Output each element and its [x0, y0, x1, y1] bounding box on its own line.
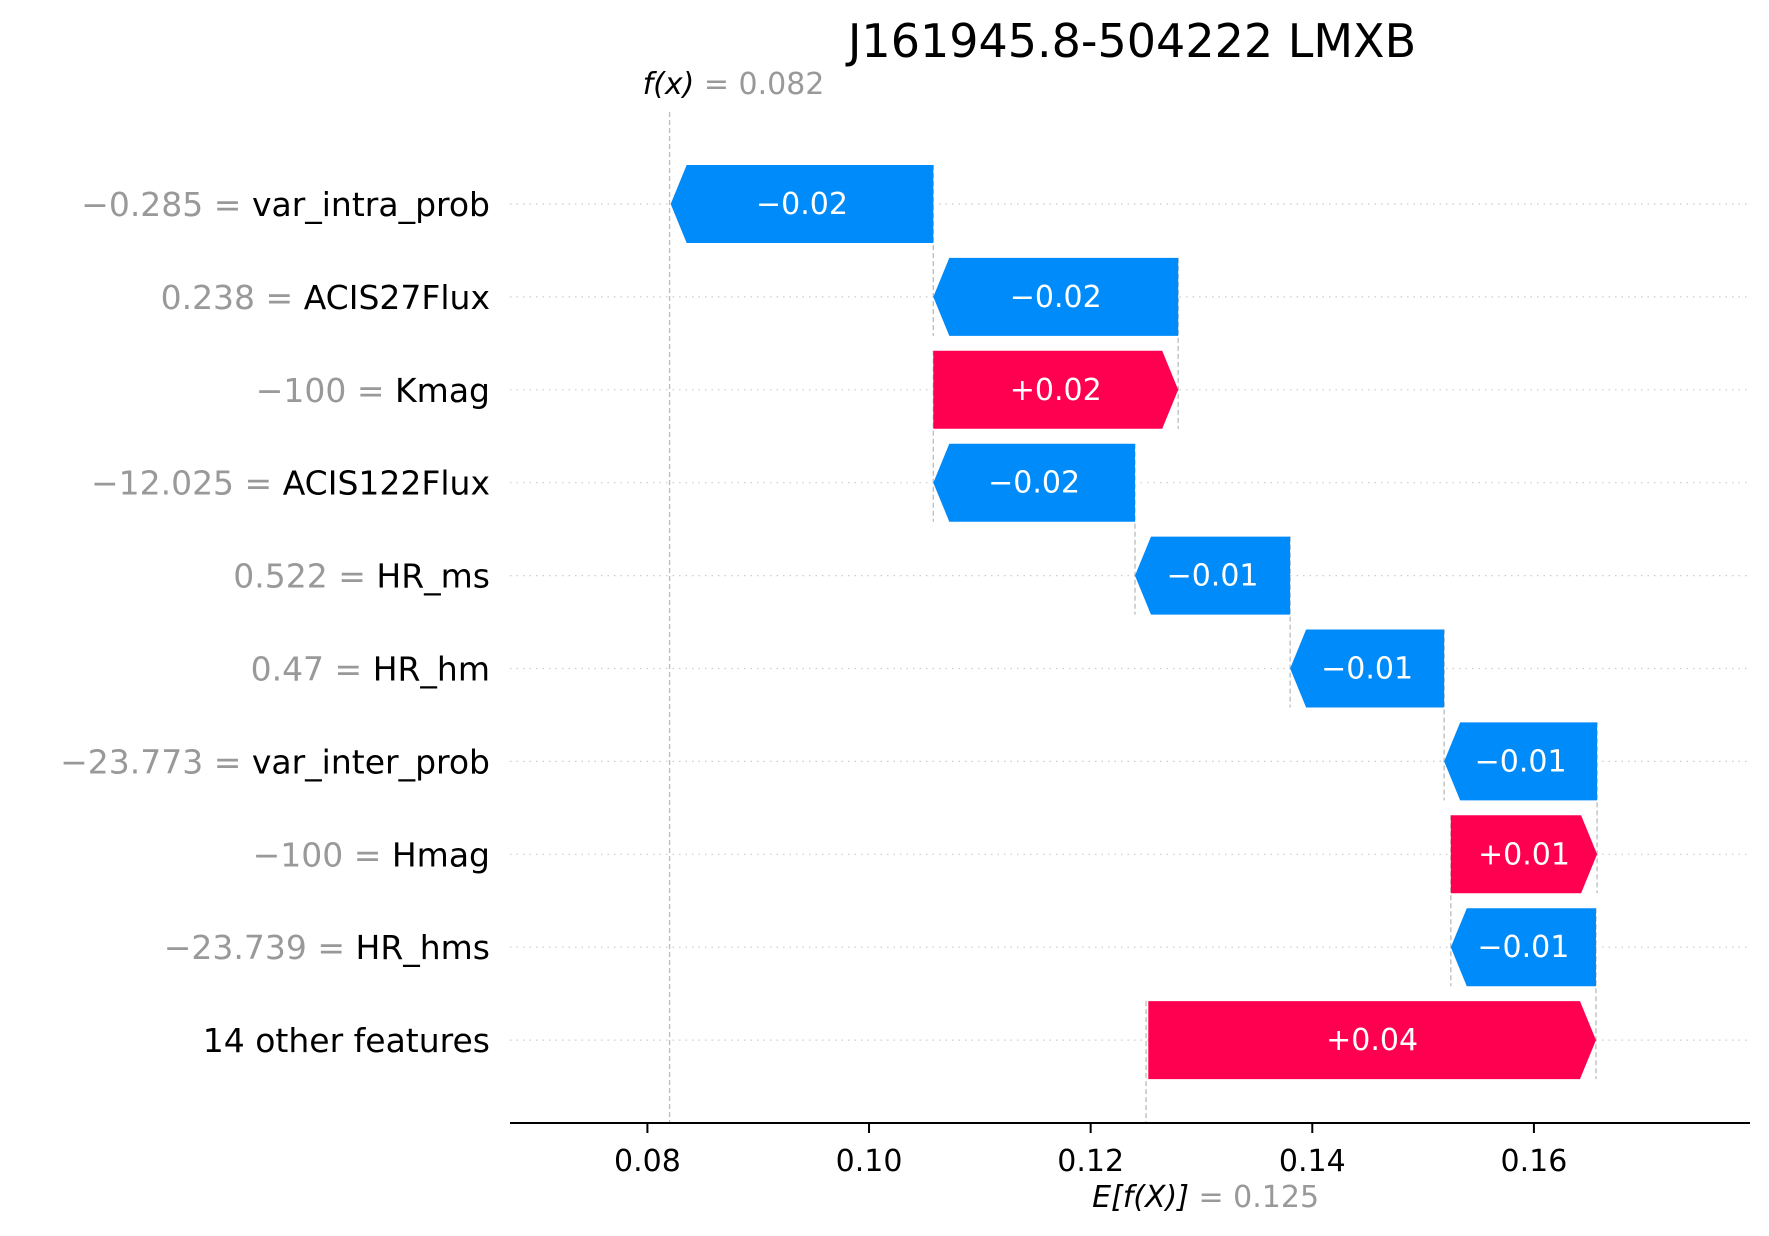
feature-value: 0.522 = [233, 557, 376, 596]
bar-labels: −0.02 −0.02 +0.02 −0.02 −0.01 −0.01 −0.01 +0.01… [756, 187, 1570, 1058]
bar-value-label: −0.01 [1475, 744, 1567, 779]
feature-label: −23.739 = HR_hms [164, 928, 490, 967]
bar-14-other-features [1148, 1001, 1596, 1080]
feature-name: var_intra_prob [252, 185, 490, 224]
bar-ACIS122Flux [933, 443, 1135, 522]
feature-name: var_inter_prob [252, 742, 490, 781]
feature-label: −0.285 = var_intra_prob [81, 185, 490, 224]
bar-HR_ms [1134, 536, 1291, 615]
feature-value: 0.238 = [161, 278, 304, 317]
bar-value-label: −0.01 [1167, 559, 1259, 594]
feature-label: −100 = Kmag [256, 371, 490, 410]
feature-label: 0.522 = HR_ms [233, 557, 490, 596]
feature-value: 0.47 = [251, 650, 373, 689]
base-value: = 0.125 [1189, 1180, 1319, 1215]
annotations: f(x) = 0.082 E[f(X)] = 0.125 [643, 67, 1319, 1215]
bar-value-label: −0.02 [988, 466, 1080, 501]
fx-label: f(x) [643, 67, 695, 102]
fx-value: = 0.082 [694, 67, 824, 102]
base-annotation: E[f(X)] = 0.125 [1092, 1180, 1319, 1215]
bar-value-label: +0.02 [1010, 373, 1102, 408]
feature-value: −100 = [253, 835, 392, 874]
x-tick-label: 0.08 [614, 1144, 681, 1179]
feature-name: HR_ms [376, 557, 490, 596]
x-tick-label: 0.12 [1057, 1144, 1124, 1179]
bar-value-label: −0.01 [1321, 652, 1413, 687]
bar-value-label: −0.02 [756, 187, 848, 222]
feature-name: Kmag [395, 371, 490, 410]
feature-value: −23.739 = [164, 928, 356, 967]
bar-Kmag [933, 350, 1179, 429]
feature-label: 14 other features [203, 1021, 490, 1060]
bar-ACIS27Flux [933, 257, 1179, 336]
bars [670, 165, 1598, 1080]
feature-name: 14 other features [203, 1021, 490, 1060]
feature-name: HR_hms [356, 928, 491, 967]
feature-labels: −0.285 = var_intra_prob 0.238 = ACIS27Flu… [60, 185, 490, 1060]
x-tick-label: 0.14 [1279, 1144, 1346, 1179]
bar-var_inter_prob [1444, 722, 1598, 801]
feature-name: ACIS122Flux [283, 464, 490, 503]
chart-title: J161945.8-504222 LMXB [845, 14, 1416, 68]
bar-value-label: −0.01 [1477, 930, 1569, 965]
x-tick-label: 0.10 [836, 1144, 903, 1179]
bar-var_intra_prob [670, 165, 934, 243]
x-tick-label: 0.16 [1501, 1144, 1568, 1179]
bar-value-label: +0.04 [1326, 1023, 1418, 1058]
feature-label: −100 = Hmag [253, 835, 490, 874]
bar-Hmag [1450, 815, 1598, 894]
feature-value: −0.285 = [81, 185, 252, 224]
feature-value: −23.773 = [60, 742, 252, 781]
bar-value-label: +0.01 [1478, 837, 1570, 872]
feature-label: −12.025 = ACIS122Flux [91, 464, 490, 503]
base-label: E[f(X)] [1092, 1180, 1189, 1215]
feature-name: HR_hm [373, 650, 490, 689]
x-axis: 0.08 0.10 0.12 0.14 0.16 [510, 1122, 1750, 1179]
feature-value: −12.025 = [91, 464, 283, 503]
fx-annotation: f(x) = 0.082 [643, 67, 825, 102]
feature-name: ACIS27Flux [304, 278, 490, 317]
bar-HR_hms [1450, 908, 1596, 987]
feature-label: 0.47 = HR_hm [251, 650, 490, 689]
feature-value: −100 = [256, 371, 395, 410]
feature-label: 0.238 = ACIS27Flux [161, 278, 490, 317]
feature-name: Hmag [392, 835, 490, 874]
feature-label: −23.773 = var_inter_prob [60, 742, 490, 781]
bar-HR_hm [1290, 629, 1445, 708]
bar-value-label: −0.02 [1010, 280, 1102, 315]
